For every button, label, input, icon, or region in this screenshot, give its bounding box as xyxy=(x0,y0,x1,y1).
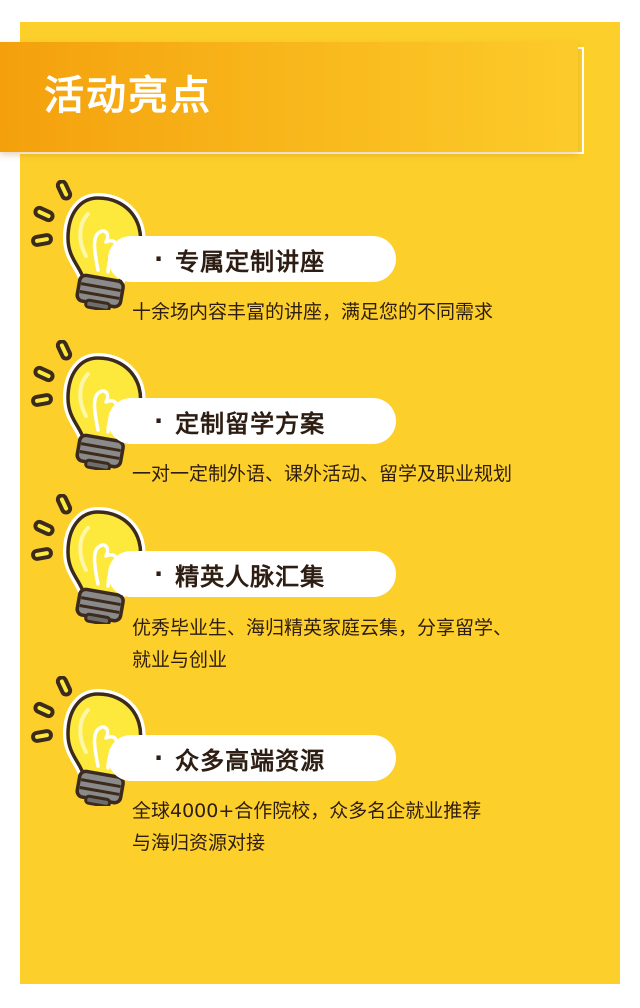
item-title: 众多高端资源 xyxy=(175,746,326,775)
item-description-line: 十余场内容丰富的讲座，满足您的不同需求 xyxy=(132,301,494,323)
item-description-line: 就业与创业 xyxy=(132,649,228,671)
item-title: 定制留学方案 xyxy=(175,409,326,438)
item-description-line: 与海归资源对接 xyxy=(132,832,266,854)
item-description-line: 全球4000+合作院校，众多名企就业推荐 xyxy=(132,800,482,822)
background-panel xyxy=(20,22,620,984)
item-title: 精英人脉汇集 xyxy=(175,562,326,591)
title-bar xyxy=(0,42,578,152)
item-title-pill: · 定制留学方案 xyxy=(108,398,396,444)
item-description: 全球4000+合作院校，众多名企就业推荐 与海归资源对接 xyxy=(132,795,602,859)
bullet-dot: · xyxy=(154,407,164,435)
item-description-line: 一对一定制外语、课外活动、留学及职业规划 xyxy=(132,463,513,485)
bullet-dot: · xyxy=(154,245,164,273)
item-title-pill: · 众多高端资源 xyxy=(108,735,396,781)
item-title-pill: · 专属定制讲座 xyxy=(108,236,396,282)
item-description: 优秀毕业生、海归精英家庭云集，分享留学、 就业与创业 xyxy=(132,612,602,676)
item-title: 专属定制讲座 xyxy=(175,247,326,276)
item-description-line: 优秀毕业生、海归精英家庭云集，分享留学、 xyxy=(132,617,513,639)
page-title: 活动亮点 xyxy=(44,73,212,119)
bullet-dot: · xyxy=(154,744,164,772)
item-title-pill: · 精英人脉汇集 xyxy=(108,551,396,597)
bullet-dot: · xyxy=(154,560,164,588)
item-description: 十余场内容丰富的讲座，满足您的不同需求 xyxy=(132,296,602,328)
item-description: 一对一定制外语、课外活动、留学及职业规划 xyxy=(132,458,602,490)
